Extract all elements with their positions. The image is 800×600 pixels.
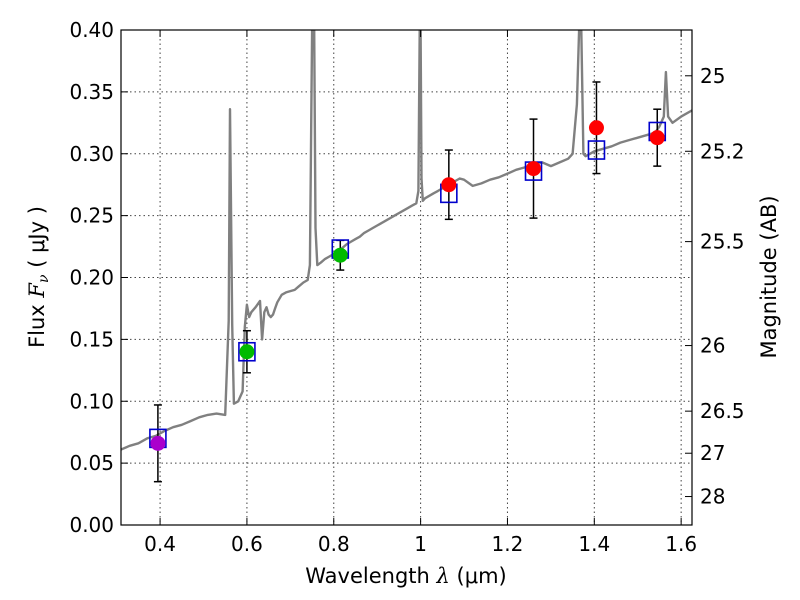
y-tick-label: 0.05 <box>69 451 114 475</box>
observed-point <box>441 177 457 193</box>
spectrum-line <box>121 30 692 451</box>
x-tick-label: 0.4 <box>144 532 176 556</box>
x-axis-ticks: 0.4 0.6 0.8 1 1.2 1.4 1.6 <box>144 30 697 556</box>
x-tick-label: 0.6 <box>231 532 263 556</box>
y-axis-label: Flux Fν ( μJy ) <box>25 206 52 348</box>
x-tick-label: 1.4 <box>578 532 610 556</box>
y-tick-label: 0.40 <box>69 18 114 42</box>
right-axis-ticks: 25 25.2 25.5 26 26.5 27 28 <box>685 64 745 509</box>
y-tick-label: 0.25 <box>69 204 114 228</box>
y-tick-label: 0.00 <box>69 513 114 537</box>
x-tick-label: 0.8 <box>318 532 350 556</box>
observed-point <box>588 120 604 136</box>
observed-photometry-markers <box>150 120 665 451</box>
observed-point <box>649 130 665 146</box>
right-tick-label: 27 <box>700 441 725 465</box>
model-photometry-markers <box>149 121 667 449</box>
observed-point <box>526 161 542 177</box>
x-tick-label: 1 <box>414 532 427 556</box>
y-tick-label: 0.35 <box>69 80 114 104</box>
right-axis-label: Magnitude (AB) <box>757 195 781 358</box>
grid <box>121 30 692 525</box>
y-tick-label: 0.15 <box>69 327 114 351</box>
right-tick-label: 26 <box>700 334 725 358</box>
model-square <box>238 341 256 362</box>
y-tick-label: 0.10 <box>69 389 114 413</box>
observed-point <box>332 247 348 263</box>
model-square <box>587 140 606 160</box>
x-tick-label: 1.2 <box>492 532 524 556</box>
observed-point <box>239 344 255 360</box>
right-tick-label: 25.2 <box>700 139 745 163</box>
y-tick-label: 0.20 <box>69 266 114 290</box>
right-tick-label: 25.5 <box>700 230 745 254</box>
x-tick-label: 1.6 <box>665 532 697 556</box>
observed-point <box>150 435 166 451</box>
right-tick-label: 26.5 <box>700 399 745 423</box>
x-axis-label: Wavelength λ (μm) <box>305 564 506 588</box>
right-tick-label: 25 <box>700 64 725 88</box>
y-axis-ticks: 0.00 0.05 0.10 0.15 0.20 0.25 0.30 0.35 0.40 <box>69 18 128 537</box>
y-tick-label: 0.30 <box>69 142 114 166</box>
right-tick-label: 28 <box>700 485 725 509</box>
